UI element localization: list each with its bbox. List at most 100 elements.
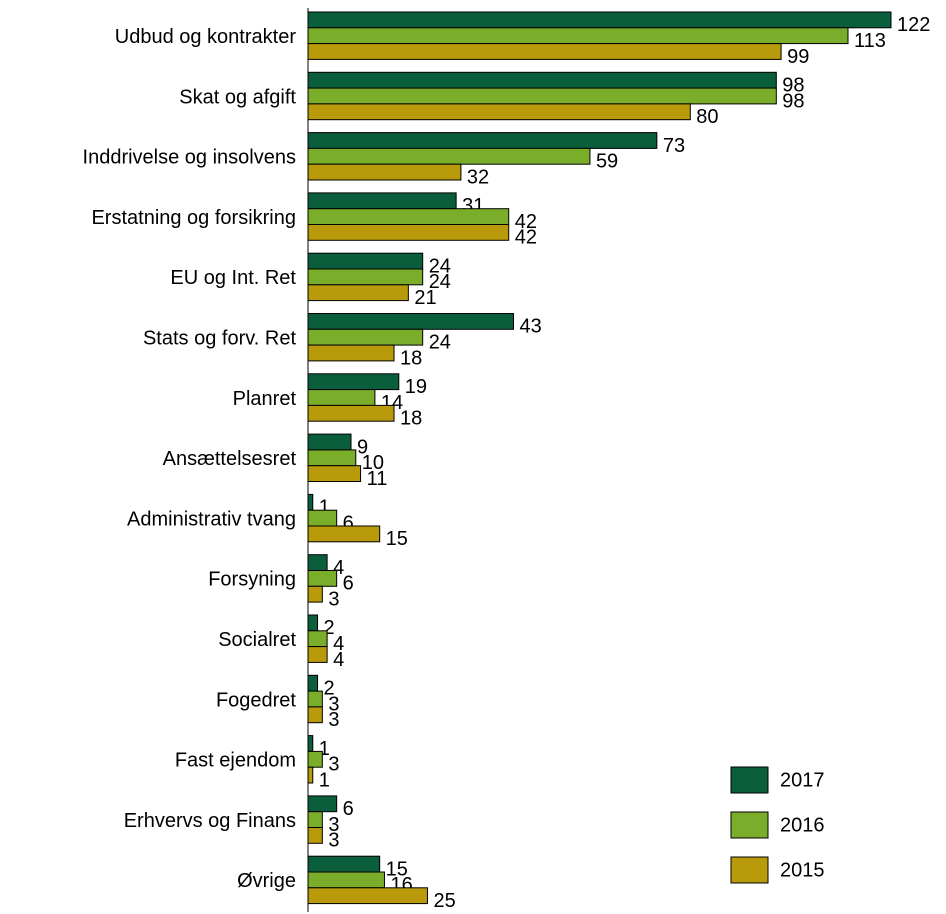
bar (307, 132, 658, 149)
bar (307, 750, 323, 768)
value-label: 24 (429, 271, 451, 293)
value-label: 113 (854, 30, 886, 52)
bar (307, 706, 323, 724)
value-label: 6 (343, 573, 354, 595)
value-label: 24 (429, 255, 451, 277)
bar (307, 554, 328, 572)
bar (307, 646, 328, 663)
category-label: Forsyning (208, 569, 296, 591)
bar (307, 103, 691, 121)
bar (307, 192, 457, 210)
value-label: 24 (429, 331, 451, 353)
bar (307, 87, 777, 105)
value-label: 25 (433, 890, 455, 912)
legend-swatch (730, 811, 769, 839)
bar (307, 433, 352, 451)
value-label: 18 (400, 408, 422, 430)
bar (307, 11, 892, 29)
legend-swatch (730, 856, 769, 884)
value-label: 15 (386, 858, 408, 880)
bar (307, 71, 777, 89)
value-label: 4 (333, 633, 344, 655)
value-label: 18 (400, 347, 422, 369)
bar (307, 268, 424, 286)
bar (307, 827, 323, 844)
category-label: Udbud og kontrakter (115, 26, 297, 48)
value-label: 10 (362, 452, 384, 474)
bar (307, 373, 400, 391)
category-label: Erstatning og forsikring (91, 207, 296, 229)
category-label: Inddrivelse og insolvens (83, 147, 296, 169)
bar (307, 614, 319, 632)
value-label: 2 (324, 617, 335, 639)
bar (307, 313, 514, 330)
value-label: 73 (663, 135, 685, 157)
value-label: 99 (787, 46, 809, 68)
category-label: Planret (233, 388, 297, 410)
value-label: 4 (333, 649, 344, 671)
category-label: Ansættelsesret (163, 448, 297, 470)
bar (307, 525, 381, 543)
bar (307, 674, 319, 692)
bar (307, 585, 323, 603)
value-label: 3 (328, 693, 339, 715)
category-label: Socialret (218, 629, 296, 651)
value-label: 98 (782, 74, 804, 96)
bar (307, 570, 338, 587)
bar (307, 493, 314, 511)
bar (307, 163, 462, 181)
bar (307, 27, 849, 45)
value-label: 3 (328, 709, 339, 731)
value-label: 3 (328, 754, 339, 776)
bar (307, 871, 385, 889)
value-label: 3 (328, 830, 339, 852)
value-label: 42 (515, 211, 537, 233)
value-label: 2 (324, 677, 335, 699)
bar (307, 855, 381, 873)
value-label: 1 (319, 497, 330, 519)
bar (307, 389, 376, 406)
value-label: 21 (414, 287, 436, 309)
bar (307, 465, 362, 483)
bar (307, 252, 424, 270)
bar (307, 509, 338, 527)
bar (307, 43, 782, 60)
value-label: 9 (357, 436, 368, 458)
legend-swatch (730, 766, 769, 794)
legend-label: 2016 (780, 814, 825, 836)
bar (307, 328, 424, 346)
category-label: EU og Int. Ret (170, 267, 296, 289)
category-label: Stats og forv. Ret (143, 327, 296, 349)
bar (307, 795, 338, 813)
category-label: Administrativ tvang (127, 508, 296, 530)
bar (307, 208, 510, 225)
value-label: 1 (319, 769, 330, 791)
bar (307, 811, 323, 829)
value-label: 3 (328, 814, 339, 836)
value-label: 98 (782, 90, 804, 112)
bar (307, 344, 395, 362)
bar (307, 690, 323, 708)
value-label: 15 (386, 528, 408, 550)
category-label: Øvrige (237, 870, 296, 892)
value-label: 59 (596, 151, 618, 173)
legend-label: 2017 (780, 769, 825, 791)
value-label: 122 (897, 14, 930, 36)
bar (307, 630, 328, 648)
category-label: Fogedret (216, 689, 296, 711)
value-label: 4 (333, 557, 344, 579)
value-label: 1 (319, 738, 330, 760)
value-label: 11 (367, 468, 388, 490)
category-label: Skat og afgift (179, 86, 296, 108)
bar (307, 449, 357, 467)
bar (307, 284, 409, 302)
legend-label: 2015 (780, 859, 825, 881)
value-label: 80 (696, 106, 718, 128)
bar (307, 735, 314, 752)
value-label: 43 (519, 316, 541, 338)
value-label: 6 (343, 798, 354, 820)
value-label: 3 (328, 588, 339, 610)
bar (307, 224, 510, 241)
bar (307, 766, 314, 784)
